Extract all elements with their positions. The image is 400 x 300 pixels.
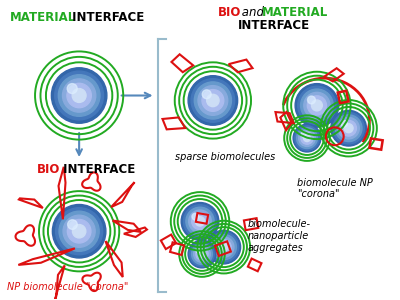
Text: MATERIAL: MATERIAL xyxy=(10,11,76,24)
Circle shape xyxy=(304,92,330,119)
Circle shape xyxy=(190,242,214,266)
Text: NP biomolecule "corona": NP biomolecule "corona" xyxy=(7,282,128,292)
Circle shape xyxy=(296,128,318,148)
Circle shape xyxy=(181,202,219,240)
Circle shape xyxy=(189,210,211,233)
Text: biomolecule NP
"corona": biomolecule NP "corona" xyxy=(297,178,373,199)
Circle shape xyxy=(198,250,206,257)
Circle shape xyxy=(214,237,234,257)
Circle shape xyxy=(335,115,362,142)
Circle shape xyxy=(344,124,353,133)
Text: BIO: BIO xyxy=(218,6,241,19)
Circle shape xyxy=(62,79,96,112)
Circle shape xyxy=(295,84,339,127)
Circle shape xyxy=(338,118,359,139)
Text: biomolecule-
nanoparticle
aggregates: biomolecule- nanoparticle aggregates xyxy=(248,219,310,253)
Circle shape xyxy=(67,83,91,108)
Circle shape xyxy=(301,132,313,144)
Circle shape xyxy=(333,112,364,144)
Circle shape xyxy=(194,246,210,262)
Circle shape xyxy=(192,213,199,220)
Circle shape xyxy=(341,121,347,127)
Circle shape xyxy=(298,86,336,124)
Circle shape xyxy=(209,232,238,262)
Circle shape xyxy=(304,135,310,142)
Circle shape xyxy=(52,205,106,258)
Circle shape xyxy=(211,235,236,260)
Circle shape xyxy=(55,71,104,120)
Circle shape xyxy=(308,96,315,104)
Circle shape xyxy=(198,85,228,115)
Text: INTERFACE: INTERFACE xyxy=(238,19,310,32)
Text: sparse biomolecules: sparse biomolecules xyxy=(175,152,276,162)
Circle shape xyxy=(184,205,216,238)
Circle shape xyxy=(192,244,212,264)
Text: BIO: BIO xyxy=(36,163,60,176)
Circle shape xyxy=(299,130,315,146)
Circle shape xyxy=(188,76,238,125)
Circle shape xyxy=(194,82,232,119)
Circle shape xyxy=(195,217,205,226)
Circle shape xyxy=(300,89,333,122)
Text: and: and xyxy=(238,6,267,19)
Circle shape xyxy=(67,84,77,94)
Circle shape xyxy=(56,208,103,255)
Circle shape xyxy=(72,225,86,238)
Circle shape xyxy=(295,126,319,150)
Circle shape xyxy=(312,100,322,111)
Circle shape xyxy=(196,248,208,260)
Circle shape xyxy=(63,215,95,247)
Circle shape xyxy=(186,207,214,236)
Circle shape xyxy=(301,132,306,137)
Text: INTERFACE: INTERFACE xyxy=(59,163,136,176)
Circle shape xyxy=(307,96,326,115)
Circle shape xyxy=(68,220,77,230)
Circle shape xyxy=(216,240,231,254)
Circle shape xyxy=(202,90,211,99)
Circle shape xyxy=(67,220,91,243)
Circle shape xyxy=(51,68,107,123)
Circle shape xyxy=(192,213,208,230)
Circle shape xyxy=(293,124,321,152)
Circle shape xyxy=(220,243,228,251)
Text: MATERIAL: MATERIAL xyxy=(262,6,328,19)
Circle shape xyxy=(331,110,366,146)
Circle shape xyxy=(188,240,216,268)
Text: INTERFACE: INTERFACE xyxy=(68,11,144,24)
Circle shape xyxy=(207,94,219,107)
Circle shape xyxy=(216,240,222,246)
Circle shape xyxy=(341,120,356,136)
Circle shape xyxy=(72,88,86,102)
Circle shape xyxy=(58,75,100,116)
Circle shape xyxy=(191,79,235,122)
Circle shape xyxy=(202,90,224,111)
Circle shape xyxy=(59,211,99,251)
Circle shape xyxy=(207,230,241,264)
Circle shape xyxy=(196,248,201,253)
